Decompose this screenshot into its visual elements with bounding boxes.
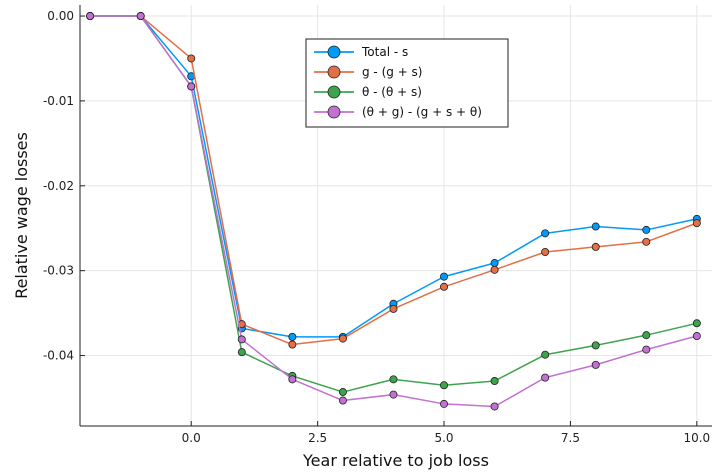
data-point — [642, 237, 651, 246]
x-tick-label: 0.0 — [182, 431, 201, 445]
data-point — [389, 304, 398, 313]
data-point — [338, 388, 347, 397]
data-point — [642, 345, 651, 354]
data-point — [440, 381, 449, 390]
data-point — [490, 402, 499, 411]
data-point — [490, 259, 499, 268]
series-layer — [86, 12, 701, 411]
data-point — [440, 272, 449, 281]
data-point — [591, 360, 600, 369]
x-axis-label: Year relative to job loss — [302, 451, 489, 470]
data-point — [541, 350, 550, 359]
data-point — [288, 340, 297, 349]
legend-marker — [327, 65, 341, 79]
x-tick-label: 10.0 — [683, 431, 710, 445]
legend: Total - s g - (g + s) θ - (θ + s) (θ + g) -… — [305, 38, 509, 128]
data-point — [642, 331, 651, 340]
y-tick-label: -0.02 — [43, 179, 74, 193]
data-point — [187, 82, 196, 91]
legend-label: Total - s — [361, 45, 408, 59]
data-point — [237, 335, 246, 344]
data-point — [591, 222, 600, 231]
y-tick-label: -0.03 — [43, 264, 74, 278]
data-point — [440, 282, 449, 291]
legend-marker — [327, 105, 341, 119]
legend-label: g - (g + s) — [362, 65, 423, 79]
data-point — [389, 390, 398, 399]
y-tick-label: -0.04 — [43, 349, 74, 363]
data-point — [136, 12, 145, 21]
tick-labels: 0.0 2.5 5.0 7.5 10.0 0.00 -0.01 -0.02 -0.03 -0.04 — [43, 9, 710, 445]
data-point — [591, 242, 600, 251]
data-point — [288, 332, 297, 341]
legend-marker — [327, 85, 341, 99]
legend-label: (θ + g) - (g + s + θ) — [362, 105, 482, 119]
data-point — [692, 219, 701, 228]
data-point — [338, 396, 347, 405]
data-point — [86, 12, 95, 21]
series-4 — [86, 12, 701, 411]
x-tick-label: 2.5 — [308, 431, 327, 445]
y-tick-label: 0.00 — [47, 9, 74, 23]
data-point — [692, 332, 701, 341]
data-point — [541, 373, 550, 382]
data-point — [389, 375, 398, 384]
x-tick-label: 5.0 — [434, 431, 453, 445]
data-point — [541, 229, 550, 238]
y-tick-label: -0.01 — [43, 94, 74, 108]
data-point — [541, 247, 550, 256]
data-point — [440, 399, 449, 408]
data-point — [288, 375, 297, 384]
data-point — [591, 341, 600, 350]
legend-label: θ - (θ + s) — [362, 85, 422, 99]
data-point — [237, 348, 246, 357]
data-point — [187, 54, 196, 63]
data-point — [692, 319, 701, 328]
data-point — [490, 377, 499, 386]
axes — [79, 5, 712, 427]
data-point — [490, 265, 499, 274]
data-point — [338, 334, 347, 343]
y-axis-label: Relative wage losses — [12, 132, 31, 299]
data-point — [642, 225, 651, 234]
x-tick-label: 7.5 — [561, 431, 580, 445]
legend-marker — [327, 45, 341, 59]
